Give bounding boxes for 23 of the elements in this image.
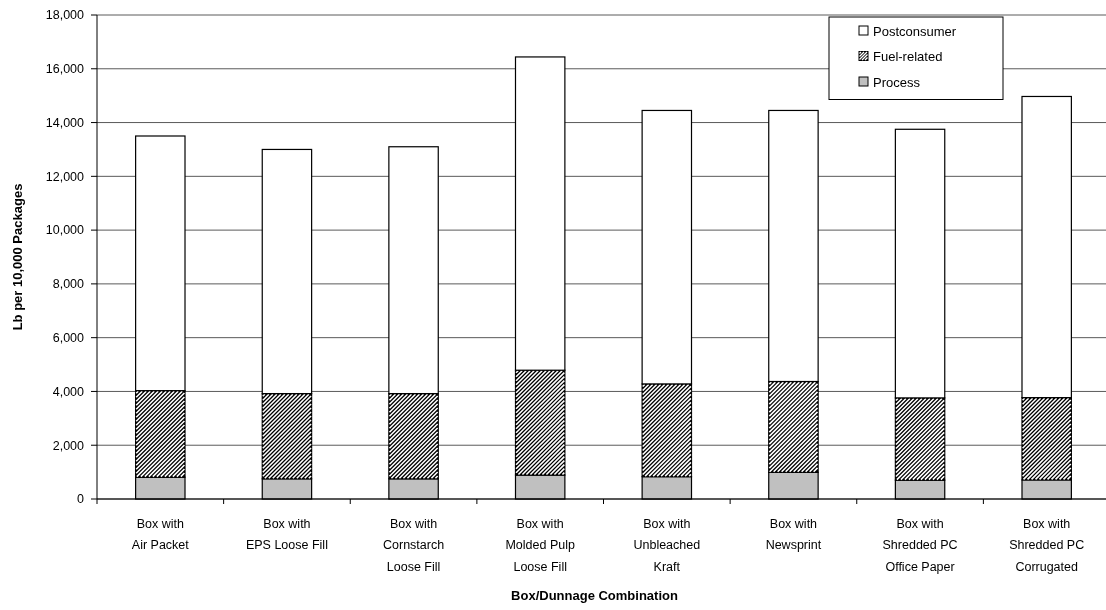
y-tick-label: 2,000 [52,438,85,453]
y-tick-label: 16,000 [45,62,85,77]
y-tick-label: 6,000 [52,331,85,346]
x-tick-label: Box with Molded Pulp Loose Fill [505,517,575,574]
x-tick-label: Box with Shredded PC Office Paper [882,517,958,574]
y-tick-label: 0 [77,492,85,507]
x-tick-label: Box with Newsprint [765,517,822,553]
y-tick-label: 12,000 [45,169,85,184]
legend-label: Fuel-related [873,49,943,65]
legend-label: Postconsumer [873,23,957,39]
y-tick-label: 8,000 [52,277,85,292]
x-tick-label: Box with Unbleached Kraft [633,517,701,574]
y-tick-label: 10,000 [45,223,85,238]
x-tick-label: Box with Shredded PC Corrugated [1009,517,1085,574]
y-tick-label: 4,000 [52,384,85,399]
legend-label: Process [873,74,921,90]
x-tick-label: Box with EPS Loose Fill [245,517,328,553]
y-axis-title: Lb per 10,000 Packages [10,183,25,331]
y-tick-label: 14,000 [45,115,85,130]
x-tick-label: Box with Cornstarch Loose Fill [382,517,445,574]
x-axis-title: Box/Dunnage Combination [511,588,678,603]
x-tick-label: Box with Air Packet [131,517,190,553]
y-tick-label: 18,000 [45,8,85,23]
